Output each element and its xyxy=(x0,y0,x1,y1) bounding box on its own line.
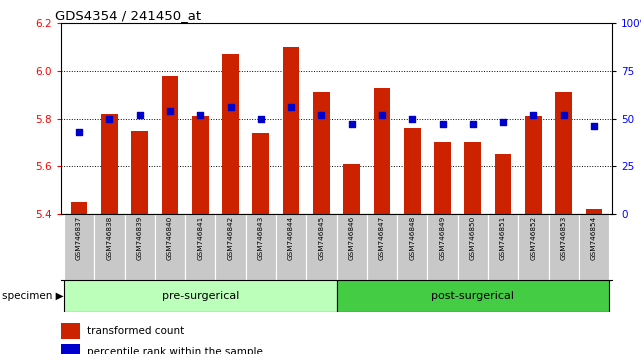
Bar xyxy=(185,214,215,280)
Point xyxy=(437,121,447,127)
Bar xyxy=(404,128,420,214)
Bar xyxy=(283,47,299,214)
Bar xyxy=(124,214,154,280)
Text: GSM746844: GSM746844 xyxy=(288,216,294,261)
Bar xyxy=(549,214,579,280)
Bar xyxy=(458,214,488,280)
Bar xyxy=(61,323,80,339)
Bar xyxy=(525,116,542,214)
Bar xyxy=(337,214,367,280)
Bar xyxy=(344,164,360,214)
Text: GSM746852: GSM746852 xyxy=(530,216,537,261)
Bar xyxy=(64,214,94,280)
Bar xyxy=(586,210,603,214)
Text: GSM746850: GSM746850 xyxy=(470,216,476,261)
Text: GSM746849: GSM746849 xyxy=(440,216,445,261)
Bar xyxy=(495,154,512,214)
Bar xyxy=(222,54,239,214)
Text: transformed count: transformed count xyxy=(87,326,184,337)
Text: GSM746842: GSM746842 xyxy=(228,216,233,261)
Text: GSM746851: GSM746851 xyxy=(500,216,506,261)
Bar xyxy=(101,114,118,214)
Text: pre-surgerical: pre-surgerical xyxy=(162,291,239,301)
Point xyxy=(558,112,569,118)
Text: GSM746845: GSM746845 xyxy=(319,216,324,261)
Point xyxy=(286,104,296,110)
Bar xyxy=(253,133,269,214)
Bar xyxy=(519,214,549,280)
Point xyxy=(316,112,326,118)
Text: GSM746838: GSM746838 xyxy=(106,216,112,261)
Text: GDS4354 / 241450_at: GDS4354 / 241450_at xyxy=(55,9,201,22)
Bar xyxy=(465,143,481,214)
Bar xyxy=(397,214,428,280)
Bar xyxy=(192,116,208,214)
Bar xyxy=(313,92,329,214)
Text: GSM746848: GSM746848 xyxy=(409,216,415,261)
Bar xyxy=(162,76,178,214)
Point xyxy=(74,129,84,135)
Point xyxy=(377,112,387,118)
Bar xyxy=(94,214,124,280)
Bar xyxy=(131,131,148,214)
Bar xyxy=(64,280,337,312)
Bar xyxy=(579,214,609,280)
Text: percentile rank within the sample: percentile rank within the sample xyxy=(87,347,262,354)
Text: GSM746854: GSM746854 xyxy=(591,216,597,261)
Point xyxy=(468,121,478,127)
Text: GSM746841: GSM746841 xyxy=(197,216,203,261)
Point xyxy=(135,112,145,118)
Bar xyxy=(276,214,306,280)
Point xyxy=(498,120,508,125)
Bar xyxy=(374,87,390,214)
Bar xyxy=(154,214,185,280)
Text: post-surgerical: post-surgerical xyxy=(431,291,514,301)
Point xyxy=(165,108,175,114)
Text: GSM746837: GSM746837 xyxy=(76,216,82,261)
Bar xyxy=(61,344,80,354)
Point xyxy=(104,116,115,121)
Bar xyxy=(428,214,458,280)
Text: GSM746840: GSM746840 xyxy=(167,216,173,261)
Bar xyxy=(367,214,397,280)
Point xyxy=(347,121,357,127)
Text: GSM746843: GSM746843 xyxy=(258,216,264,261)
Point xyxy=(226,104,236,110)
Bar xyxy=(555,92,572,214)
Point xyxy=(528,112,538,118)
Bar xyxy=(337,280,609,312)
Point xyxy=(256,116,266,121)
Text: specimen ▶: specimen ▶ xyxy=(2,291,63,301)
Bar xyxy=(488,214,519,280)
Text: GSM746839: GSM746839 xyxy=(137,216,143,261)
Point xyxy=(195,112,205,118)
Bar xyxy=(306,214,337,280)
Bar xyxy=(71,202,87,214)
Bar xyxy=(215,214,246,280)
Bar xyxy=(434,143,451,214)
Text: GSM746853: GSM746853 xyxy=(561,216,567,261)
Text: GSM746847: GSM746847 xyxy=(379,216,385,261)
Point xyxy=(407,116,417,121)
Text: GSM746846: GSM746846 xyxy=(349,216,354,261)
Bar xyxy=(246,214,276,280)
Point xyxy=(589,124,599,129)
